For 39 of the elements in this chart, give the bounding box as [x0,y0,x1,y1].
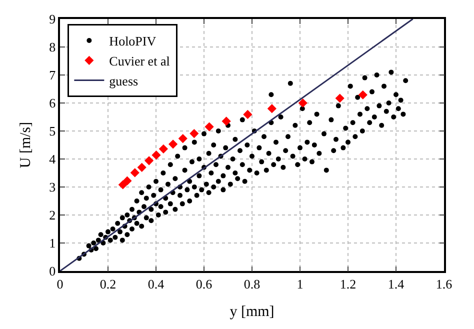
y-tick-label: 5 [49,124,56,139]
point [298,98,308,108]
point [158,144,168,154]
x-tick-label: 0.8 [244,276,260,292]
point [168,140,178,149]
x-tick-label: 1.6 [436,276,453,292]
x-tick-label: 1.2 [340,276,356,292]
point [144,156,154,166]
point [190,128,199,138]
legend-label: Cuvier et al [109,53,170,68]
y-tick-label: 7 [49,68,56,83]
y-tick-label: 2 [49,208,56,223]
point [152,150,161,160]
point [243,110,252,120]
point [122,176,132,186]
x-tick-label: 1.4 [388,276,405,292]
legend-label: guess [109,73,138,88]
point [267,104,276,114]
x-tick-label: 0.6 [196,276,213,292]
x-tick-label: 0.2 [100,276,116,292]
y-tick-label: 8 [49,40,56,55]
y-tick-label: 9 [49,12,56,27]
y-tick-label: 0 [49,264,56,279]
y-tick-label: 1 [49,236,56,251]
legend-label: HoloPIV [109,34,157,49]
point [204,122,214,132]
point [130,168,140,178]
x-axis-title: y [mm] [230,304,274,320]
point [222,116,231,126]
y-tick-label: 3 [49,180,56,195]
point [358,90,368,100]
y-tick-label: 4 [49,152,56,167]
point [137,162,146,172]
x-tick-label: 0.4 [148,276,165,292]
y-tick-label: 6 [49,96,56,111]
point [178,134,188,144]
point [335,94,344,103]
x-tick-label: 1 [296,276,304,292]
y-axis-title: U [m/s] [18,122,34,168]
